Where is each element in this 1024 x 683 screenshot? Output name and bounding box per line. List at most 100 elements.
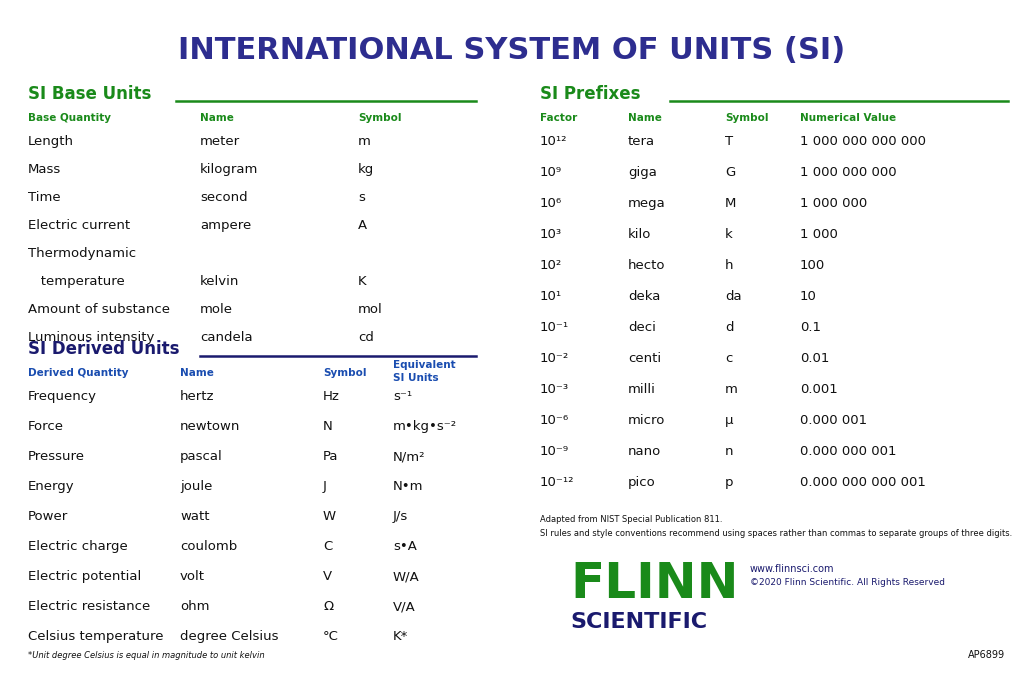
Text: AP6899: AP6899 — [968, 650, 1005, 660]
Text: s: s — [358, 191, 365, 204]
Text: 10¹²: 10¹² — [540, 135, 567, 148]
Text: Thermodynamic: Thermodynamic — [28, 247, 136, 260]
Text: V/A: V/A — [393, 600, 416, 613]
Text: T: T — [725, 135, 733, 148]
Text: Symbol: Symbol — [358, 113, 401, 123]
Text: V: V — [323, 570, 332, 583]
Text: 10⁶: 10⁶ — [540, 197, 562, 210]
Text: N: N — [323, 420, 333, 433]
Text: INTERNATIONAL SYSTEM OF UNITS (SI): INTERNATIONAL SYSTEM OF UNITS (SI) — [178, 36, 846, 65]
Text: h: h — [725, 259, 733, 272]
Text: hecto: hecto — [628, 259, 666, 272]
Text: m: m — [358, 135, 371, 148]
Text: SI Derived Units: SI Derived Units — [28, 340, 179, 358]
Text: m: m — [725, 383, 738, 396]
Text: nano: nano — [628, 445, 662, 458]
Text: centi: centi — [628, 352, 662, 365]
Text: s⁻¹: s⁻¹ — [393, 390, 412, 403]
Text: Derived Quantity: Derived Quantity — [28, 368, 128, 378]
Text: Factor: Factor — [540, 113, 578, 123]
Text: 0.000 000 001: 0.000 000 001 — [800, 445, 896, 458]
Text: Frequency: Frequency — [28, 390, 97, 403]
Text: SCIENTIFIC: SCIENTIFIC — [570, 612, 708, 632]
Text: candela: candela — [200, 331, 253, 344]
Text: 10¹: 10¹ — [540, 290, 562, 303]
Text: d: d — [725, 321, 733, 334]
Text: s•A: s•A — [393, 540, 417, 553]
Text: Adapted from NIST Special Publication 811.: Adapted from NIST Special Publication 81… — [540, 515, 723, 524]
Text: C: C — [323, 540, 332, 553]
Text: tera: tera — [628, 135, 655, 148]
Text: ©2020 Flinn Scientific. All Rights Reserved: ©2020 Flinn Scientific. All Rights Reser… — [750, 578, 945, 587]
Text: Base Quantity: Base Quantity — [28, 113, 111, 123]
Text: www.flinnsci.com: www.flinnsci.com — [750, 564, 835, 574]
Text: 10⁹: 10⁹ — [540, 166, 562, 179]
Text: Name: Name — [628, 113, 662, 123]
Text: 10⁻⁶: 10⁻⁶ — [540, 414, 569, 427]
Text: joule: joule — [180, 480, 212, 493]
Text: Time: Time — [28, 191, 60, 204]
Text: meter: meter — [200, 135, 240, 148]
Text: kelvin: kelvin — [200, 275, 240, 288]
Text: 1 000 000: 1 000 000 — [800, 197, 867, 210]
Text: pico: pico — [628, 476, 655, 489]
Text: Name: Name — [200, 113, 233, 123]
Text: n: n — [725, 445, 733, 458]
Text: M: M — [725, 197, 736, 210]
Text: *Unit degree Celsius is equal in magnitude to unit kelvin: *Unit degree Celsius is equal in magnitu… — [28, 651, 264, 660]
Text: μ: μ — [725, 414, 733, 427]
Text: Power: Power — [28, 510, 69, 523]
Text: K*: K* — [393, 630, 409, 643]
Text: mol: mol — [358, 303, 383, 316]
Text: W/A: W/A — [393, 570, 420, 583]
Text: J: J — [323, 480, 327, 493]
Text: 0.01: 0.01 — [800, 352, 829, 365]
Text: c: c — [725, 352, 732, 365]
Text: Electric current: Electric current — [28, 219, 130, 232]
Text: W: W — [323, 510, 336, 523]
Text: second: second — [200, 191, 248, 204]
Text: N/m²: N/m² — [393, 450, 426, 463]
Text: 1 000: 1 000 — [800, 228, 838, 241]
Text: Ω: Ω — [323, 600, 333, 613]
Text: newtown: newtown — [180, 420, 241, 433]
Text: Electric potential: Electric potential — [28, 570, 141, 583]
Text: mega: mega — [628, 197, 666, 210]
Text: m•kg•s⁻²: m•kg•s⁻² — [393, 420, 457, 433]
Text: G: G — [725, 166, 735, 179]
Text: 1 000 000 000: 1 000 000 000 — [800, 166, 897, 179]
Text: kilogram: kilogram — [200, 163, 258, 176]
Text: temperature: temperature — [28, 275, 125, 288]
Text: 10⁻¹²: 10⁻¹² — [540, 476, 574, 489]
Text: A: A — [358, 219, 368, 232]
Text: FLINN: FLINN — [570, 560, 738, 608]
Text: ohm: ohm — [180, 600, 210, 613]
Text: 10⁻³: 10⁻³ — [540, 383, 569, 396]
Text: hertz: hertz — [180, 390, 214, 403]
Text: volt: volt — [180, 570, 205, 583]
Text: kilo: kilo — [628, 228, 651, 241]
Text: p: p — [725, 476, 733, 489]
Text: °C: °C — [323, 630, 339, 643]
Text: Numerical Value: Numerical Value — [800, 113, 896, 123]
Text: micro: micro — [628, 414, 666, 427]
Text: 0.000 001: 0.000 001 — [800, 414, 867, 427]
Text: Symbol: Symbol — [323, 368, 367, 378]
Text: Mass: Mass — [28, 163, 61, 176]
Text: deci: deci — [628, 321, 656, 334]
Text: 0.1: 0.1 — [800, 321, 821, 334]
Text: 10⁻⁹: 10⁻⁹ — [540, 445, 569, 458]
Text: ampere: ampere — [200, 219, 251, 232]
Text: Pa: Pa — [323, 450, 339, 463]
Text: 10: 10 — [800, 290, 817, 303]
Text: SI Prefixes: SI Prefixes — [540, 85, 640, 103]
Text: Hz: Hz — [323, 390, 340, 403]
Text: deka: deka — [628, 290, 660, 303]
Text: 10⁻¹: 10⁻¹ — [540, 321, 569, 334]
Text: Name: Name — [180, 368, 214, 378]
Text: Luminous intensity: Luminous intensity — [28, 331, 155, 344]
Text: SI rules and style conventions recommend using spaces rather than commas to sepa: SI rules and style conventions recommend… — [540, 529, 1013, 538]
Text: mole: mole — [200, 303, 233, 316]
Text: Celsius temperature: Celsius temperature — [28, 630, 164, 643]
Text: kg: kg — [358, 163, 374, 176]
